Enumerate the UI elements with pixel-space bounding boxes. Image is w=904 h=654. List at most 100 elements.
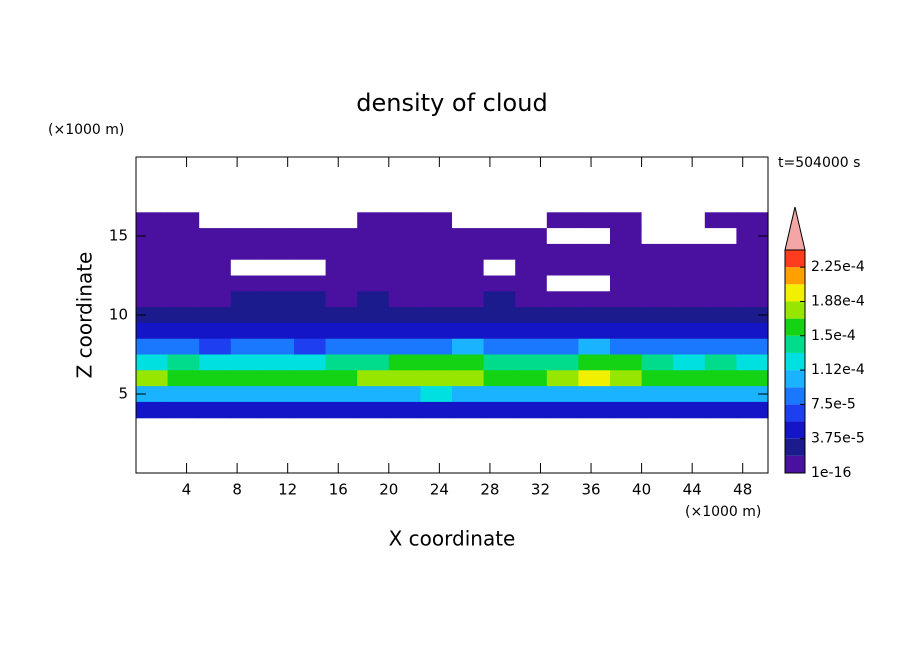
contour-cell xyxy=(325,354,358,371)
contour-cell xyxy=(641,322,674,340)
contour-cell xyxy=(704,354,737,371)
contour-cell xyxy=(262,243,295,261)
contour-cell xyxy=(515,354,548,371)
contour-cell xyxy=(325,243,358,261)
contour-cell xyxy=(641,354,674,371)
contour-cell xyxy=(483,228,516,245)
contour-cell xyxy=(610,291,643,308)
colorbar-tick-label: 1.88e-4 xyxy=(811,293,865,309)
colorbar-band xyxy=(785,455,805,473)
contour-cell xyxy=(357,401,390,419)
contour-cell xyxy=(294,354,327,371)
contour-cell xyxy=(230,322,263,340)
contour-cell xyxy=(578,338,611,356)
contour-cell xyxy=(610,243,643,261)
contour-cell xyxy=(641,275,674,292)
contour-cell xyxy=(578,212,611,229)
contour-cell xyxy=(452,275,485,292)
contour-cell xyxy=(736,291,769,308)
contour-cell xyxy=(641,370,674,387)
contour-cell xyxy=(673,212,706,229)
x-tick-label: 44 xyxy=(683,481,702,499)
colorbar-band xyxy=(785,421,805,439)
x-tick-label: 4 xyxy=(182,481,192,499)
x-tick-label: 20 xyxy=(379,481,398,499)
contour-cell xyxy=(230,307,263,324)
contour-cell xyxy=(515,370,548,387)
contour-cell xyxy=(294,243,327,261)
contour-cell xyxy=(452,386,485,403)
contour-cell xyxy=(515,243,548,261)
contour-cell xyxy=(167,228,200,245)
contour-cell xyxy=(704,212,737,229)
y-unit: (×1000 m) xyxy=(48,122,124,138)
contour-cell xyxy=(294,370,327,387)
contour-cell xyxy=(704,322,737,340)
colorbar-tick-label: 3.75e-5 xyxy=(811,431,865,447)
contour-cell xyxy=(515,401,548,419)
contour-cell xyxy=(262,307,295,324)
contour-cell xyxy=(199,228,232,245)
x-tick-label: 40 xyxy=(632,481,651,499)
contour-cell xyxy=(673,386,706,403)
contour-cell xyxy=(673,401,706,419)
contour-cell xyxy=(262,322,295,340)
contour-cell xyxy=(262,401,295,419)
contour-cell xyxy=(546,338,579,356)
contour-cell xyxy=(199,354,232,371)
contour-cell xyxy=(641,228,674,245)
contour-cell xyxy=(641,243,674,261)
contour-cell xyxy=(483,243,516,261)
contour-cell xyxy=(167,322,200,340)
y-axis-title: Z coordinate xyxy=(73,252,97,379)
contour-cell xyxy=(388,291,421,308)
contour-cell xyxy=(546,401,579,419)
contour-cell xyxy=(704,307,737,324)
contour-cell xyxy=(610,228,643,245)
contour-cell xyxy=(199,401,232,419)
contour-cell xyxy=(546,259,579,277)
contour-cell xyxy=(262,338,295,356)
contour-cell xyxy=(610,275,643,292)
contour-cell xyxy=(262,291,295,308)
contour-cell xyxy=(736,370,769,387)
contour-cell xyxy=(357,370,390,387)
contour-cell xyxy=(736,275,769,292)
contour-cell xyxy=(230,338,263,356)
contour-cell xyxy=(546,354,579,371)
contour-cell xyxy=(673,370,706,387)
colorbar-band xyxy=(785,267,805,285)
contour-cell xyxy=(388,370,421,387)
contour-cell xyxy=(420,401,453,419)
colorbar-band xyxy=(785,387,805,405)
contour-cell xyxy=(167,259,200,277)
contour-cell xyxy=(452,212,485,229)
contour-cell xyxy=(546,322,579,340)
contour-cell xyxy=(420,354,453,371)
contour-cell xyxy=(704,259,737,277)
contour-cell xyxy=(704,386,737,403)
contour-cell xyxy=(325,259,358,277)
contour-cell xyxy=(136,228,169,245)
contour-cell xyxy=(610,354,643,371)
contour-cell xyxy=(325,307,358,324)
contour-cell xyxy=(357,307,390,324)
contour-cell xyxy=(199,307,232,324)
colorbar-band xyxy=(785,370,805,388)
contour-cell xyxy=(325,338,358,356)
contour-cell xyxy=(578,370,611,387)
contour-cell xyxy=(610,212,643,229)
contour-cell xyxy=(262,212,295,229)
contour-cell xyxy=(136,370,169,387)
contour-cell xyxy=(673,338,706,356)
contour-cell xyxy=(388,212,421,229)
colorbar-frame xyxy=(784,249,806,474)
contour-cell xyxy=(515,307,548,324)
contour-cell xyxy=(452,291,485,308)
contour-cell xyxy=(388,228,421,245)
contour-cell xyxy=(736,401,769,419)
contour-cell xyxy=(357,354,390,371)
contour-cell xyxy=(641,386,674,403)
contour-cell xyxy=(325,386,358,403)
